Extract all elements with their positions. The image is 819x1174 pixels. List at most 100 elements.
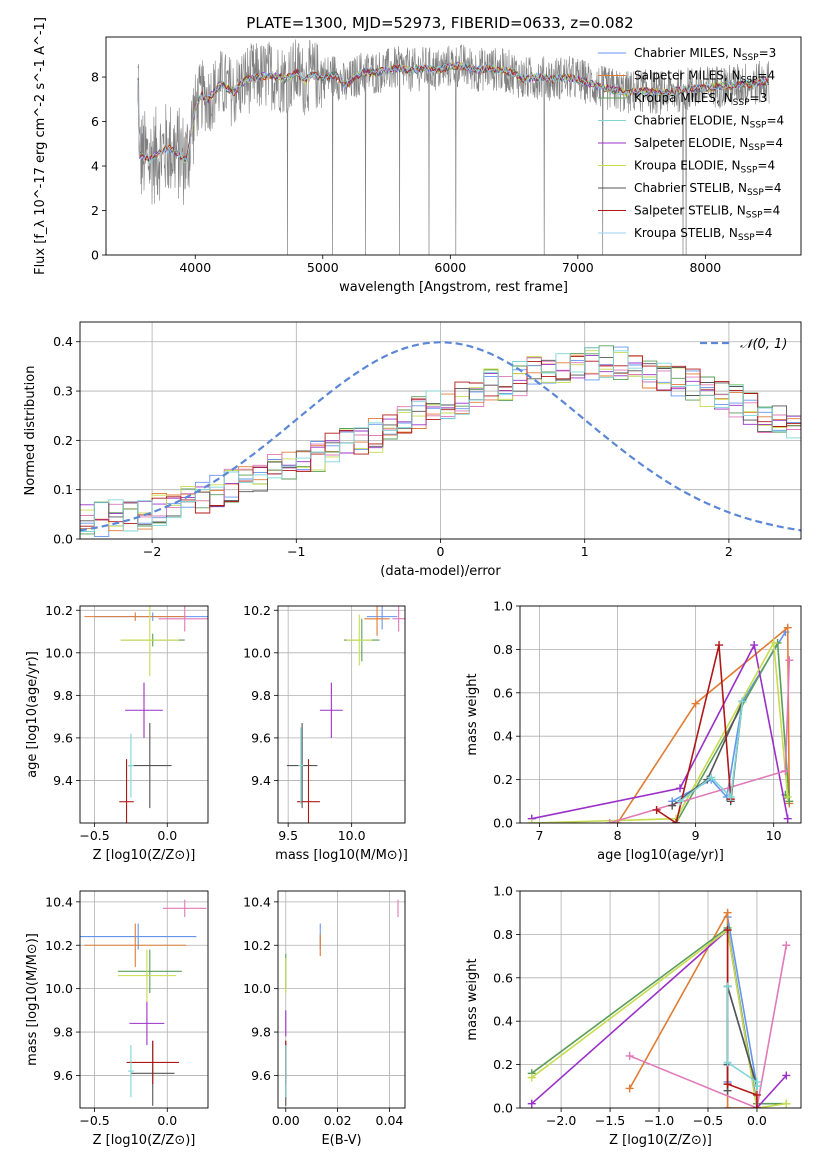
chart-age-vs-mass: 9.5 10.0 9.4 9.6 9.8 10.0 10.2 mass [log10(M/M⊙… bbox=[243, 603, 408, 863]
y-tick-label: 0 bbox=[91, 248, 99, 263]
data-point bbox=[625, 1051, 634, 1060]
y-tick-label: 0.0 bbox=[493, 816, 513, 831]
series-line bbox=[531, 928, 787, 1108]
series-line bbox=[531, 642, 789, 820]
model-spectrum-line bbox=[137, 61, 769, 165]
x-tick-label: −1 bbox=[287, 544, 305, 559]
x-tick-label: −2.0 bbox=[546, 1113, 576, 1128]
y-tick-label: 0.4 bbox=[53, 334, 73, 349]
errorbar-point bbox=[346, 614, 372, 666]
y-tick-label: 10.2 bbox=[45, 603, 73, 618]
y-axis-label: Flux [f_λ 10^-17 erg cm^-2 s^-1 A^-1] bbox=[33, 17, 48, 275]
plot-area bbox=[527, 908, 791, 1108]
x-axis-label: Z [log10(Z/Z⊙)] bbox=[93, 1133, 196, 1148]
errorbar-point bbox=[158, 606, 208, 632]
x-tick-label: 0.0 bbox=[747, 1113, 767, 1128]
data-point bbox=[752, 1090, 761, 1099]
histogram-step bbox=[80, 354, 801, 520]
data-point bbox=[691, 699, 700, 708]
x-tick-label: 10.0 bbox=[338, 828, 366, 843]
histogram-step bbox=[80, 347, 801, 532]
errorbar-point bbox=[120, 606, 179, 677]
x-tick-label: 7 bbox=[536, 828, 544, 843]
x-axis-label: Z [log10(Z/Z⊙)] bbox=[609, 1133, 712, 1148]
errorbar-point bbox=[128, 723, 172, 809]
chart-mass-vs-Z: −0.5 0.0 9.6 9.8 10.0 10.2 10.4 Z [log10(Z/Z⊙)]… bbox=[25, 890, 209, 1148]
plot-area bbox=[80, 899, 207, 1106]
y-tick-label: 0.6 bbox=[493, 685, 513, 700]
grid bbox=[520, 890, 801, 1109]
y-tick-label: 0.1 bbox=[53, 482, 73, 497]
data-point bbox=[723, 908, 732, 917]
y-tick-label: 9.8 bbox=[53, 688, 73, 703]
plot-area bbox=[527, 623, 794, 823]
x-tick-label: −0.5 bbox=[79, 1113, 109, 1128]
data-point bbox=[527, 1099, 536, 1108]
plot-area bbox=[137, 39, 770, 255]
y-tick-label: 0.4 bbox=[493, 729, 513, 744]
y-tick-label: 9.6 bbox=[53, 730, 73, 745]
series bbox=[676, 697, 747, 806]
legend-label: Chabrier MILES, NSSP=3 bbox=[634, 46, 776, 63]
y-tick-label: 10.2 bbox=[243, 938, 271, 953]
x-axis-label: mass [log10(M/M⊙)] bbox=[275, 848, 408, 863]
y-tick-label: 0.3 bbox=[53, 384, 73, 399]
figure-title: PLATE=1300, MJD=52973, FIBERID=0633, z=0… bbox=[246, 14, 633, 32]
x-tick-label: 1 bbox=[581, 544, 589, 559]
histogram-step bbox=[80, 350, 801, 527]
y-tick-label: 10.0 bbox=[45, 981, 73, 996]
legend: 𝒩(0, 1) bbox=[700, 337, 787, 352]
series-line bbox=[656, 644, 732, 823]
chart-spectrum: 4000 5000 6000 7000 8000 0 2 4 6 8 wavelength [Ang… bbox=[33, 17, 802, 295]
data-point bbox=[752, 1104, 761, 1108]
series-line bbox=[679, 701, 744, 802]
y-tick-label: 0.0 bbox=[53, 532, 73, 547]
data-point bbox=[785, 656, 794, 665]
y-tick-label: 0.8 bbox=[493, 642, 513, 657]
y-axis-label: age [log10(age/yr)] bbox=[25, 651, 40, 778]
y-axis-label: mass weight bbox=[465, 958, 480, 1040]
errorbar-point bbox=[128, 733, 134, 798]
legend-label: Kroupa STELIB, NSSP=4 bbox=[634, 226, 772, 243]
x-tick-label: 7000 bbox=[562, 260, 594, 275]
y-tick-label: 10.0 bbox=[243, 981, 271, 996]
data-point bbox=[750, 641, 759, 650]
y-axis-label: mass [log10(M/M⊙)] bbox=[25, 933, 40, 1066]
series-line bbox=[629, 945, 788, 1108]
x-tick-label: 10 bbox=[766, 828, 782, 843]
x-tick-label: 0.0 bbox=[157, 1113, 177, 1128]
data-point bbox=[785, 797, 794, 806]
x-tick-label: 9.5 bbox=[278, 828, 298, 843]
series-line bbox=[629, 909, 757, 1108]
y-tick-label: 0.2 bbox=[493, 772, 513, 787]
series bbox=[527, 641, 792, 823]
model-spectrum-line bbox=[137, 62, 769, 162]
data-point bbox=[707, 773, 716, 782]
errorbar-point bbox=[84, 923, 187, 967]
data-point bbox=[783, 623, 792, 632]
x-tick-label: −1.0 bbox=[644, 1113, 674, 1128]
data-point bbox=[738, 697, 747, 706]
y-tick-label: 9.6 bbox=[251, 1068, 271, 1083]
axes-frame bbox=[277, 890, 406, 1109]
x-tick-label: 8 bbox=[614, 828, 622, 843]
y-tick-label: 10.2 bbox=[243, 603, 271, 618]
y-tick-label: 9.6 bbox=[53, 1068, 73, 1083]
x-tick-label: −1.5 bbox=[595, 1113, 625, 1128]
errorbar-point bbox=[298, 727, 304, 804]
data-point bbox=[527, 819, 536, 823]
plot-area bbox=[285, 899, 399, 1106]
histogram-step bbox=[80, 345, 801, 535]
x-tick-label: 0.0 bbox=[157, 828, 177, 843]
data-point bbox=[726, 792, 735, 801]
normal-curve bbox=[80, 341, 801, 532]
grid bbox=[278, 606, 405, 823]
y-tick-label: 9.8 bbox=[53, 1025, 73, 1040]
legend-label: Salpeter STELIB, NSSP=4 bbox=[634, 204, 780, 221]
legend-label: Chabrier STELIB, NSSP=4 bbox=[634, 181, 782, 198]
y-tick-label: 0.0 bbox=[493, 1101, 513, 1116]
data-point bbox=[783, 792, 792, 801]
x-tick-label: 2 bbox=[725, 544, 733, 559]
legend-label: Kroupa ELODIE, NSSP=4 bbox=[634, 159, 775, 176]
y-tick-label: 6 bbox=[91, 114, 99, 129]
